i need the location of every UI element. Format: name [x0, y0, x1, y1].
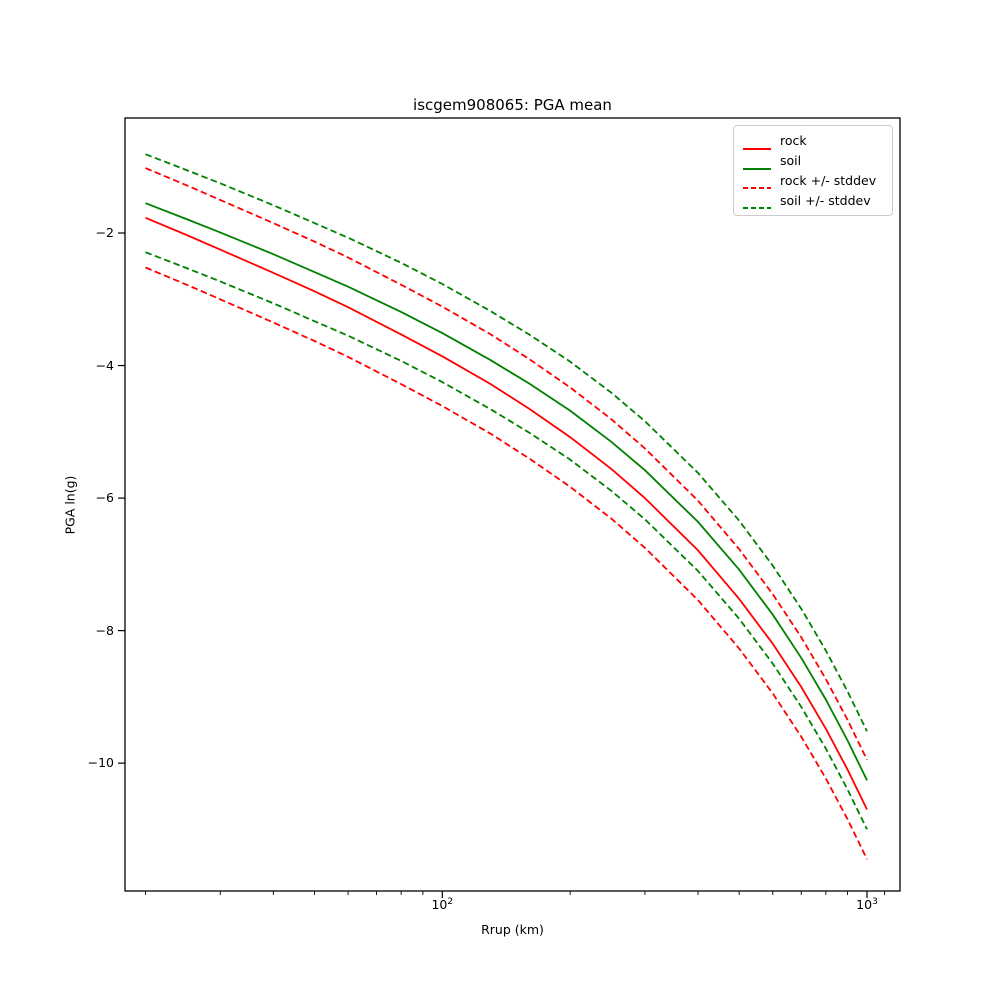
legend-line-sample-rock-stddev — [743, 178, 771, 190]
legend-item-soil-stddev: soil +/- stddev — [743, 192, 883, 210]
legend: rock soil rock +/- stddev soil +/- stdde… — [733, 125, 893, 216]
series-rock-stddev-upper — [145, 167, 868, 761]
series-soil-stddev-lower — [145, 251, 868, 830]
x-tick-label: 103 — [856, 897, 878, 913]
legend-item-rock: rock — [743, 133, 883, 150]
series-rock — [145, 216, 868, 810]
chart-title: iscgem908065: PGA mean — [413, 96, 612, 114]
legend-item-soil: soil — [743, 153, 883, 170]
y-tick-label: −10 — [87, 755, 114, 771]
legend-label-soil-stddev: soil +/- stddev — [780, 192, 871, 208]
series-rock-stddev-lower — [145, 266, 868, 860]
y-axis-label: PGA ln(g) — [62, 475, 78, 535]
legend-line-sample-soil-stddev — [743, 198, 771, 210]
legend-label-rock: rock — [780, 133, 807, 149]
axes-spines — [124, 117, 901, 892]
series-soil — [145, 202, 868, 781]
y-tick-label: −4 — [95, 357, 114, 373]
legend-label-soil: soil — [780, 153, 802, 169]
x-tick-label: 102 — [431, 897, 454, 913]
legend-item-rock-stddev: rock +/- stddev — [743, 172, 883, 190]
y-tick-label: −6 — [95, 490, 114, 506]
series-soil-stddev-upper — [145, 153, 868, 732]
x-axis-label: Rrup (km) — [481, 922, 544, 937]
legend-line-sample-rock — [743, 139, 771, 150]
y-tick-label: −8 — [95, 622, 114, 638]
y-tick-label: −2 — [95, 225, 114, 241]
legend-label-rock-stddev: rock +/- stddev — [780, 172, 877, 188]
legend-line-sample-soil — [743, 159, 771, 170]
